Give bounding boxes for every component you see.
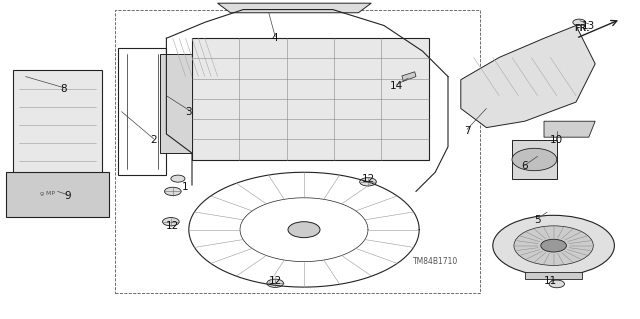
Text: 9: 9 bbox=[64, 191, 70, 201]
Text: 10: 10 bbox=[550, 135, 563, 145]
Text: 8: 8 bbox=[61, 84, 67, 94]
Polygon shape bbox=[512, 140, 557, 179]
Text: 11: 11 bbox=[544, 276, 557, 286]
Polygon shape bbox=[192, 38, 429, 160]
Circle shape bbox=[267, 279, 284, 287]
Text: 5: 5 bbox=[534, 215, 541, 225]
Text: 12: 12 bbox=[269, 276, 282, 286]
Text: 4: 4 bbox=[272, 33, 278, 43]
Polygon shape bbox=[6, 172, 109, 217]
Polygon shape bbox=[402, 72, 416, 81]
Circle shape bbox=[163, 218, 179, 226]
Text: 6: 6 bbox=[522, 161, 528, 171]
Polygon shape bbox=[525, 272, 582, 279]
Circle shape bbox=[493, 215, 614, 276]
Text: 14: 14 bbox=[390, 81, 403, 91]
Text: TM84B1710: TM84B1710 bbox=[413, 257, 458, 266]
Circle shape bbox=[171, 175, 185, 182]
Polygon shape bbox=[218, 3, 371, 13]
Polygon shape bbox=[461, 26, 595, 128]
Circle shape bbox=[573, 19, 586, 26]
Text: 1: 1 bbox=[182, 182, 189, 192]
Text: 12: 12 bbox=[166, 221, 179, 232]
Circle shape bbox=[541, 239, 566, 252]
Polygon shape bbox=[13, 70, 102, 179]
Text: 7: 7 bbox=[464, 126, 470, 136]
Circle shape bbox=[164, 187, 181, 196]
Circle shape bbox=[549, 280, 564, 288]
Circle shape bbox=[288, 222, 320, 238]
Text: 12: 12 bbox=[362, 174, 374, 184]
Polygon shape bbox=[160, 54, 192, 153]
Circle shape bbox=[360, 178, 376, 186]
Circle shape bbox=[512, 148, 557, 171]
Text: 13: 13 bbox=[582, 20, 595, 31]
Polygon shape bbox=[544, 121, 595, 137]
Text: FR.: FR. bbox=[575, 24, 590, 33]
Text: 2: 2 bbox=[150, 135, 157, 145]
Circle shape bbox=[514, 226, 593, 265]
Text: g MP: g MP bbox=[40, 190, 56, 196]
Text: 3: 3 bbox=[186, 107, 192, 117]
